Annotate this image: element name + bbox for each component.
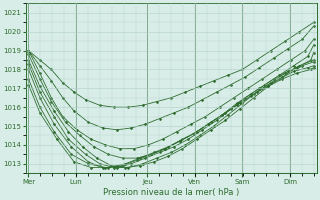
X-axis label: Pression niveau de la mer( hPa ): Pression niveau de la mer( hPa ) bbox=[103, 188, 239, 197]
